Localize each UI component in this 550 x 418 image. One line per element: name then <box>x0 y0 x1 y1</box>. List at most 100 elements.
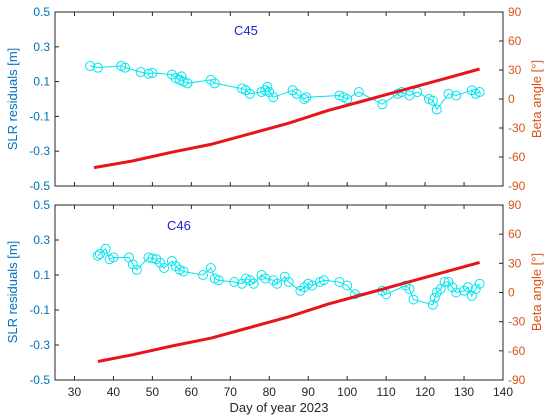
y-axis-label-left-c46: SLR residuals [m] <box>5 241 20 344</box>
panel-c46: 0.5 0.3 0.1 -0.1 -0.3 -0.5 90 60 30 0 -30 -60 -90 3… <box>5 198 544 399</box>
y-right-ticks-c45: 90 60 30 0 -30 -60 -90 <box>499 5 526 193</box>
residual-point <box>318 275 329 286</box>
residual-point <box>120 62 131 73</box>
residual-point <box>431 104 442 115</box>
residual-point <box>447 282 458 293</box>
x-tick-label: 100 <box>337 385 357 399</box>
y-left-tick-label: -0.1 <box>29 109 50 123</box>
y-left-tick-label: -0.1 <box>29 303 50 317</box>
y-left-tick-label: 0.5 <box>33 5 50 19</box>
x-tick-label: 80 <box>263 385 277 399</box>
y-left-tick-label: -0.3 <box>29 144 50 158</box>
residual-point <box>127 259 138 270</box>
residual-point <box>143 252 154 263</box>
residual-point <box>301 92 312 103</box>
y-right-tick-label: -90 <box>508 373 526 387</box>
x-axis-label: Day of year 2023 <box>229 400 328 415</box>
y-right-tick-label: -90 <box>508 179 526 193</box>
plot-frame-c46 <box>54 204 504 381</box>
residual-point <box>427 95 438 106</box>
y-axis-label-right-c46: Beta angle [°] <box>529 253 544 331</box>
beta-angle-line <box>93 67 481 170</box>
residual-point <box>291 88 302 99</box>
beta-series-c46 <box>97 260 481 363</box>
residual-point <box>131 264 142 275</box>
residual-point <box>268 275 279 286</box>
residual-point <box>287 85 298 96</box>
y-right-tick-label: 90 <box>508 5 522 19</box>
residual-point <box>166 256 177 266</box>
y-left-tick-label: 0.1 <box>33 75 50 89</box>
residual-point <box>244 275 255 286</box>
y-right-tick-label: -60 <box>508 150 526 164</box>
x-tick-label: 90 <box>302 385 316 399</box>
residual-point <box>431 287 442 298</box>
residual-point <box>147 253 158 264</box>
residual-point <box>198 270 209 280</box>
residual-point <box>178 266 189 277</box>
y-right-tick-label: 30 <box>508 256 522 270</box>
residual-point <box>100 243 111 254</box>
residual-point <box>279 271 290 282</box>
residual-point <box>155 257 166 268</box>
x-tick-label: 60 <box>185 385 199 399</box>
residual-point <box>443 88 454 99</box>
y-left-tick-label: 0.1 <box>33 268 50 282</box>
residual-point <box>427 299 438 310</box>
x-tick-label: 130 <box>454 385 474 399</box>
residual-point <box>377 99 388 110</box>
residual-series-c45 <box>85 60 485 115</box>
residual-point <box>462 282 473 293</box>
y-right-tick-label: 0 <box>508 92 515 106</box>
residual-point <box>342 94 353 104</box>
residual-point <box>451 90 462 101</box>
residual-point <box>466 85 477 96</box>
residual-point <box>381 289 392 300</box>
residual-point <box>92 62 103 73</box>
y-right-tick-label: 60 <box>508 34 522 48</box>
residual-point <box>283 277 294 287</box>
residual-point <box>166 69 177 80</box>
residual-point <box>248 278 259 289</box>
residual-point <box>272 278 283 289</box>
residual-point <box>85 60 96 71</box>
y-right-tick-label: -60 <box>508 344 526 358</box>
beta-series-c45 <box>93 67 481 170</box>
residual-point <box>240 85 251 96</box>
beta-angle-line <box>97 260 481 363</box>
y-axis-label-left-c45: SLR residuals [m] <box>5 48 20 151</box>
residual-point <box>443 277 454 287</box>
x-tick-label: 70 <box>224 385 238 399</box>
residual-point <box>429 292 440 303</box>
residual-point <box>143 68 154 79</box>
panel-title-c46: C46 <box>167 218 191 233</box>
residual-point <box>94 249 105 259</box>
x-ticks-c45 <box>73 12 504 186</box>
y-right-tick-label: 30 <box>508 63 522 77</box>
residual-point <box>159 263 170 273</box>
y-left-tick-label: 0.5 <box>33 198 50 212</box>
x-tick-label: 30 <box>68 385 82 399</box>
y-left-ticks-c46: 0.5 0.3 0.1 -0.1 -0.3 -0.5 <box>29 198 59 387</box>
residual-point <box>182 78 193 89</box>
residual-point <box>408 294 419 305</box>
y-left-tick-label: -0.3 <box>29 338 50 352</box>
residual-point <box>108 252 119 263</box>
residual-line <box>97 247 481 306</box>
residual-point <box>299 94 310 104</box>
residual-point <box>213 275 224 286</box>
residual-point <box>439 277 450 287</box>
y-left-tick-label: 0.3 <box>33 233 50 247</box>
residual-point <box>459 285 470 296</box>
x-tick-label: 110 <box>377 385 396 399</box>
residual-point <box>295 285 306 296</box>
y-right-ticks-c46: 90 60 30 0 -30 -60 -90 <box>499 198 526 387</box>
residual-point <box>342 280 353 291</box>
residual-point <box>151 254 162 265</box>
plot-frame-c45 <box>54 11 504 187</box>
residual-point <box>264 87 275 98</box>
x-tick-label: 40 <box>107 385 121 399</box>
y-left-tick-label: 0.3 <box>33 40 50 54</box>
residual-point <box>256 270 267 280</box>
